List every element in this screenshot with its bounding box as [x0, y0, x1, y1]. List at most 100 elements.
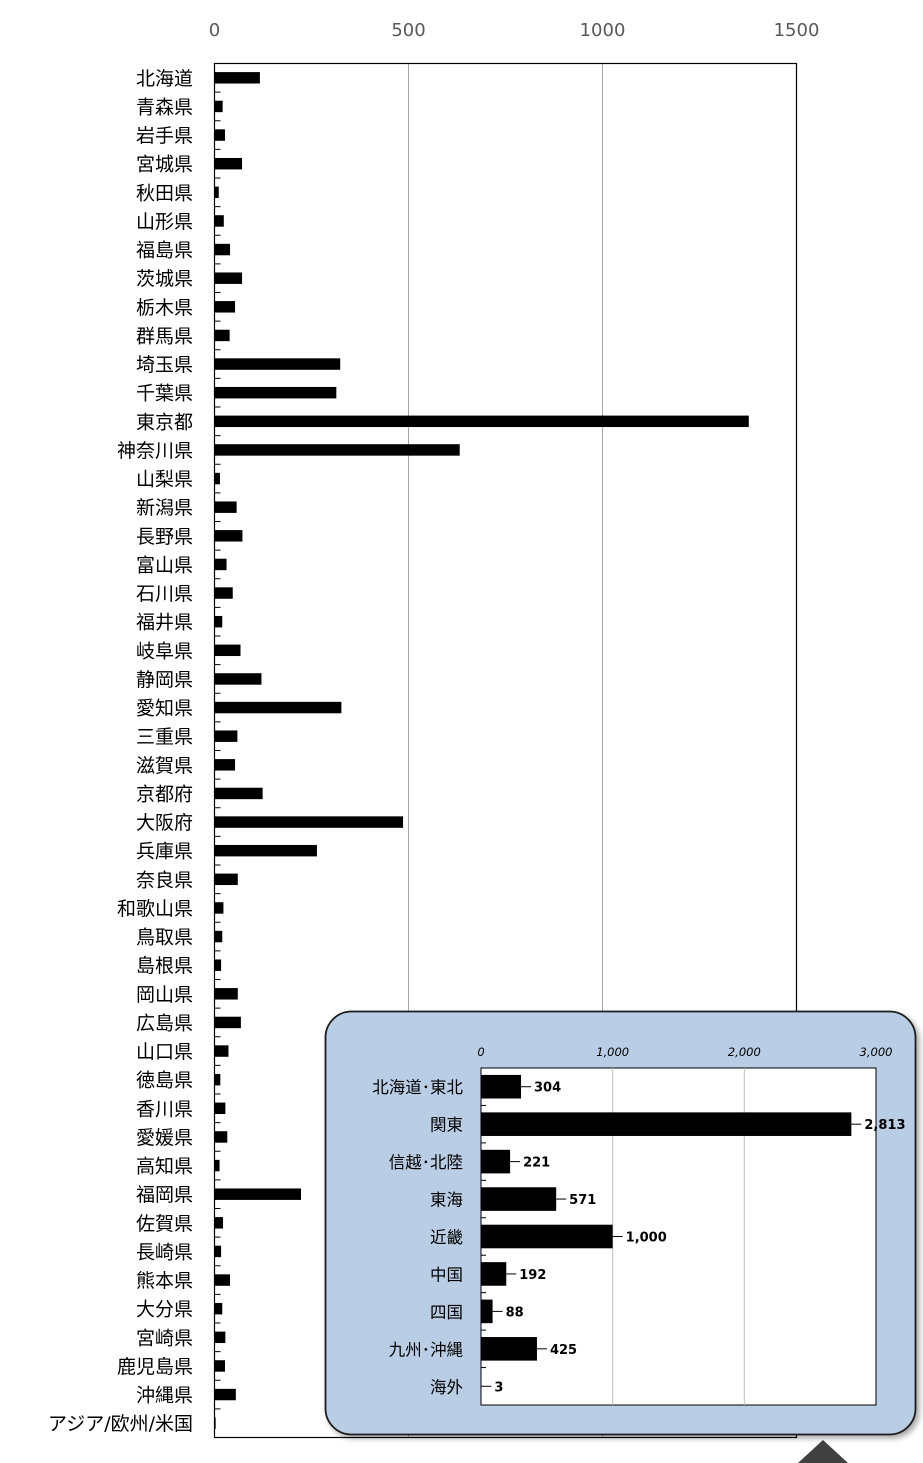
main-bar — [214, 1388, 236, 1401]
main-category-label: 岡山県 — [136, 984, 193, 1006]
main-bar — [214, 530, 243, 542]
main-bar — [214, 787, 263, 800]
main-bar — [214, 816, 404, 828]
inset-x-tick-label: 2,000 — [728, 1045, 761, 1059]
main-category-label: 茨城県 — [136, 268, 193, 290]
main-category-label: 福岡県 — [136, 1184, 193, 1206]
main-bar — [214, 100, 223, 113]
main-chart-bars — [214, 72, 749, 1429]
main-category-label: 山口県 — [136, 1041, 193, 1063]
main-x-tick-label: 0 — [209, 20, 220, 41]
inset-data-label: 3 — [494, 1380, 503, 1395]
main-bar — [214, 186, 219, 199]
main-bar — [214, 701, 342, 714]
inset-data-label: 192 — [519, 1268, 546, 1283]
main-bar — [214, 444, 460, 456]
main-bar — [214, 243, 231, 256]
main-category-label: 埼玉県 — [136, 354, 193, 376]
main-category-label: 鳥取県 — [136, 927, 193, 949]
inset-x-tick-label: 3,000 — [860, 1045, 893, 1059]
main-category-label: 岩手県 — [136, 125, 193, 147]
inset-data-label: 221 — [523, 1156, 550, 1171]
main-bar — [214, 902, 224, 914]
inset-category-label: 中国 — [430, 1265, 463, 1284]
inset-bar — [481, 1337, 537, 1361]
main-bar — [214, 272, 243, 284]
main-category-label: 福島県 — [136, 240, 193, 262]
main-bar — [214, 873, 238, 886]
main-bar — [214, 1217, 224, 1229]
main-bar — [214, 386, 337, 399]
inset-category-label: 九州･沖縄 — [389, 1340, 463, 1359]
inset-category-label: 関東 — [430, 1116, 463, 1135]
main-bar — [214, 1245, 222, 1258]
inset-chart-x-ticks: 0 1,000 2,000 3,000 — [477, 1045, 892, 1059]
main-category-label: 宮城県 — [136, 154, 193, 176]
main-bar — [214, 1159, 220, 1172]
main-bar — [214, 673, 262, 685]
main-category-label: 滋賀県 — [136, 755, 193, 777]
main-category-label: 熊本県 — [136, 1270, 193, 1292]
main-bar — [214, 415, 749, 428]
inset-data-label: 304 — [534, 1081, 561, 1096]
main-category-label: 三重県 — [136, 726, 193, 748]
main-bar — [214, 1102, 226, 1115]
main-category-label: 岐阜県 — [136, 640, 193, 662]
main-bar — [214, 1302, 223, 1315]
main-category-label: 徳島県 — [136, 1070, 193, 1092]
main-bar — [214, 157, 243, 170]
main-category-label: 大分県 — [136, 1299, 193, 1321]
main-category-label: 石川県 — [136, 583, 193, 605]
inset-category-label: 信越･北陸 — [389, 1153, 463, 1172]
main-bar — [214, 72, 260, 84]
inset-data-label: 2,813 — [864, 1118, 905, 1133]
main-category-label: 群馬県 — [136, 325, 193, 347]
main-category-label: 山形県 — [136, 211, 193, 233]
inset-category-label: 四国 — [430, 1303, 463, 1322]
main-category-label: 大阪府 — [136, 812, 193, 834]
main-bar — [214, 329, 230, 342]
main-category-label: 鹿児島県 — [117, 1356, 193, 1378]
main-bar — [214, 844, 317, 857]
main-bar — [214, 1188, 302, 1200]
inset-bar — [481, 1262, 507, 1286]
inset-data-label: 425 — [550, 1343, 577, 1358]
inset-category-label: 東海 — [430, 1191, 463, 1210]
main-bar — [214, 1073, 221, 1086]
main-category-label: 宮崎県 — [136, 1327, 193, 1349]
main-category-label: 山梨県 — [136, 469, 193, 491]
main-bar — [214, 1417, 216, 1429]
main-bar — [214, 930, 223, 943]
main-category-label: 北海道 — [136, 68, 193, 90]
main-chart-x-ticks: 0 500 1000 1500 — [209, 20, 820, 41]
main-category-label: 富山県 — [136, 554, 193, 576]
main-bar — [214, 215, 224, 227]
main-bar — [214, 1360, 225, 1372]
inset-x-tick-label: 1,000 — [596, 1045, 629, 1059]
inset-chart-bars — [481, 1074, 862, 1399]
main-x-tick-label: 1000 — [580, 20, 626, 41]
main-category-label: 京都府 — [136, 783, 193, 805]
inset-chart-y-tickmarks — [481, 1067, 486, 1406]
inset-category-label: 海外 — [430, 1378, 463, 1397]
main-category-label: 千葉県 — [136, 383, 193, 405]
main-bar — [214, 472, 220, 485]
inset-bar — [481, 1074, 522, 1099]
main-bar — [214, 988, 238, 1000]
main-chart-y-tickmarks — [214, 63, 221, 1438]
main-bar — [214, 959, 222, 971]
inset-data-label: 571 — [569, 1193, 596, 1208]
main-x-tick-label: 1500 — [774, 20, 820, 41]
main-category-label: 和歌山県 — [117, 898, 193, 920]
main-category-label: 沖縄県 — [136, 1385, 193, 1407]
main-x-tick-label: 500 — [391, 20, 425, 41]
main-category-label: 長野県 — [136, 526, 193, 548]
main-category-label: 佐賀県 — [136, 1213, 193, 1235]
inset-bar — [481, 1224, 613, 1249]
inset-category-label: 北海道･東北 — [372, 1078, 463, 1097]
main-category-label: 広島県 — [136, 1012, 193, 1034]
main-category-label: 栃木県 — [136, 297, 193, 319]
